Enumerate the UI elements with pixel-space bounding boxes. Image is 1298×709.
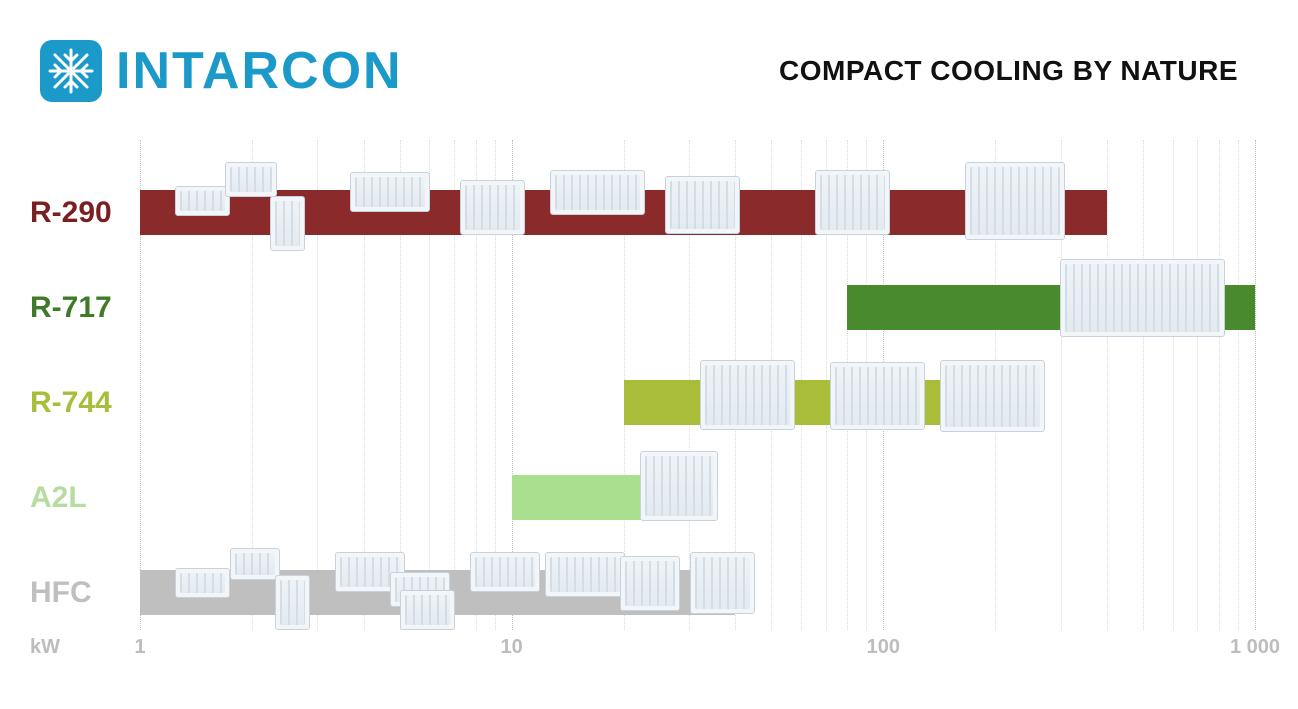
chart-row-a2l: A2L <box>0 475 1298 520</box>
axis-tick-label: 1 000 <box>1230 636 1280 659</box>
product-image-r290-2 <box>270 196 305 251</box>
axis-tick-label: 1 <box>134 636 145 659</box>
product-image-hfc-7 <box>545 552 625 597</box>
product-image-r290-1 <box>225 162 277 197</box>
product-image-r717-0 <box>1060 259 1225 337</box>
product-image-r290-8 <box>965 162 1065 240</box>
product-image-hfc-6 <box>470 552 540 592</box>
snowflake-icon <box>40 40 102 102</box>
product-image-r290-7 <box>815 170 890 235</box>
brand-name: INTARCON <box>116 41 403 101</box>
row-label-r744: R-744 <box>30 386 112 420</box>
row-label-hfc: HFC <box>30 576 92 610</box>
tagline: COMPACT COOLING BY NATURE <box>779 55 1238 87</box>
header: INTARCON COMPACT COOLING BY NATURE <box>0 30 1298 100</box>
row-label-r290: R-290 <box>30 196 112 230</box>
product-image-a2l-0 <box>640 451 718 521</box>
refrigerant-range-chart: R-290 R-717 R-744 A2L HFC kW 1 10 100 1 000 <box>0 140 1298 680</box>
product-image-r290-0 <box>175 186 230 216</box>
chart-row-hfc: HFC <box>0 570 1298 615</box>
product-image-r290-4 <box>460 180 525 235</box>
axis-tick-label: 10 <box>501 636 523 659</box>
x-axis: kW 1 10 100 1 000 <box>0 630 1298 670</box>
product-image-r744-1 <box>830 362 925 430</box>
product-image-hfc-9 <box>690 552 755 614</box>
product-image-r744-0 <box>700 360 795 430</box>
product-image-r290-6 <box>665 176 740 234</box>
product-image-r290-5 <box>550 170 645 215</box>
chart-row-r717: R-717 <box>0 285 1298 330</box>
row-label-a2l: A2L <box>30 481 87 515</box>
product-image-r290-3 <box>350 172 430 212</box>
product-image-r744-2 <box>940 360 1045 432</box>
brand-logo: INTARCON <box>40 40 403 102</box>
product-image-hfc-5 <box>400 590 455 630</box>
product-image-hfc-1 <box>230 548 280 580</box>
product-image-hfc-8 <box>620 556 680 611</box>
product-image-hfc-2 <box>275 575 310 630</box>
product-image-hfc-0 <box>175 568 230 598</box>
axis-tick-label: 100 <box>867 636 900 659</box>
axis-unit-label: kW <box>30 636 60 659</box>
chart-row-r290: R-290 <box>0 190 1298 235</box>
row-label-r717: R-717 <box>30 291 112 325</box>
chart-row-r744: R-744 <box>0 380 1298 425</box>
